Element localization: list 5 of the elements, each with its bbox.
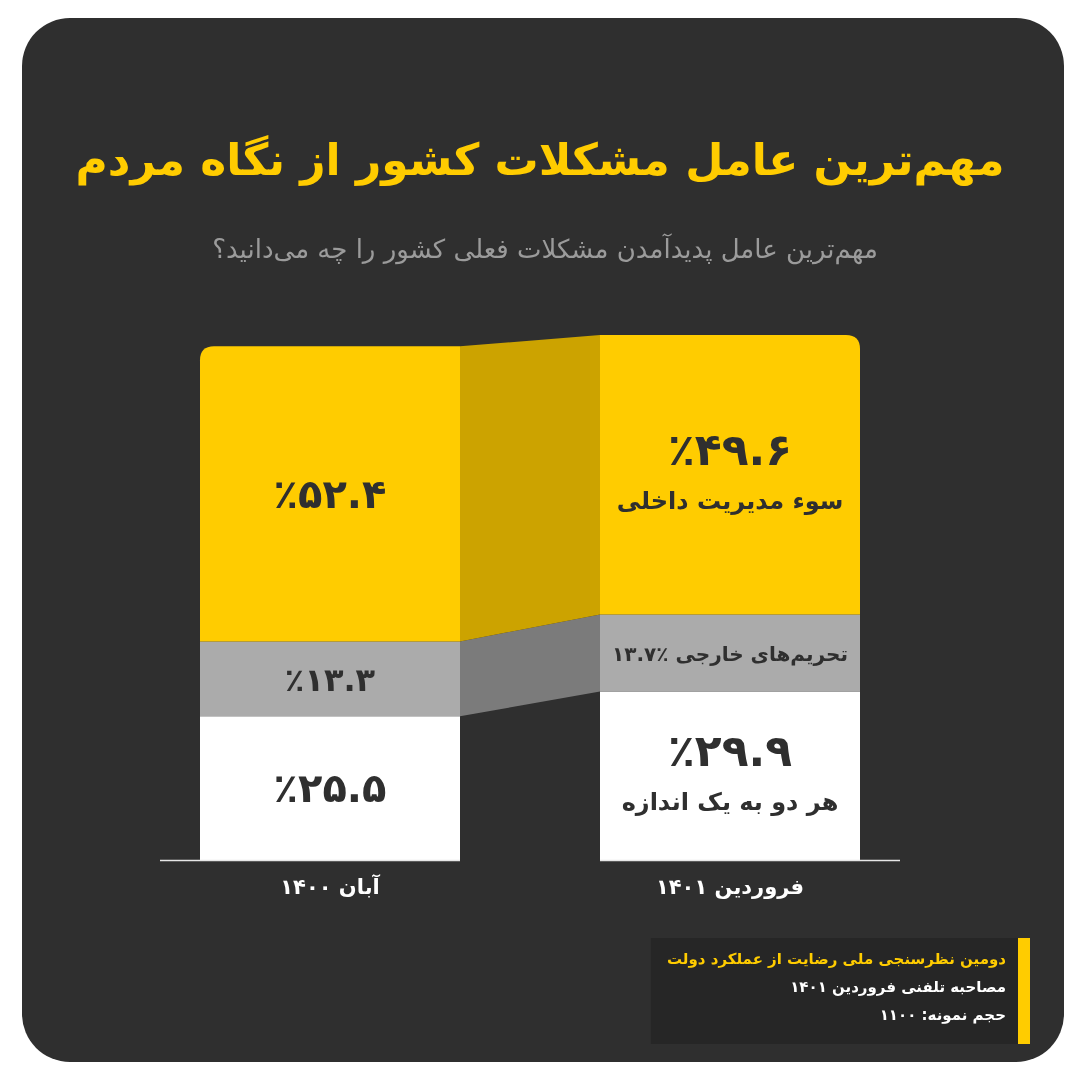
subtitle: مهم‌ترین عامل پدیدآمدن مشکلات فعلی کشور را چه می‌دانید؟ [212, 234, 878, 264]
annotation: حجم نمونه: ۱۱۰۰ [879, 1006, 1006, 1024]
title: مهم‌ترین عامل مشکلات کشور از نگاه مردم [75, 134, 1005, 185]
annotation: دومین نظرسنجی ملی رضایت از عملکرد دولت [666, 950, 1006, 968]
annotation: مصاحبه تلفنی فروردین ۱۴۰۱ [790, 978, 1006, 996]
